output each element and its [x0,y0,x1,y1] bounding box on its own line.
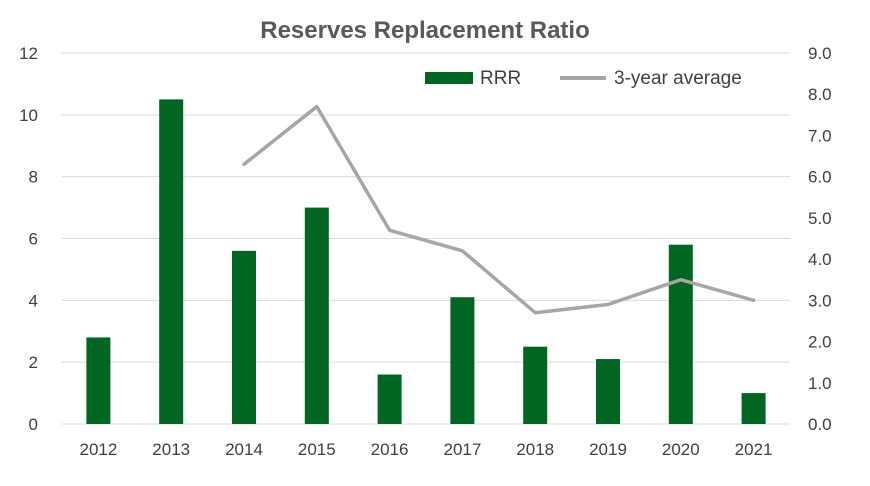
legend-swatch-rrr [425,72,473,84]
left-tick-label: 8 [29,168,38,187]
x-tick-label: 2014 [225,440,263,459]
bar-2018 [523,346,548,424]
x-tick-label: 2016 [371,440,409,459]
left-tick-label: 0 [29,415,38,434]
x-tick-label: 2013 [152,440,190,459]
bar-series-rrr [86,99,766,424]
legend: RRR 3-year average [425,68,742,89]
right-axis-ticks: 0.0 1.0 2.0 3.0 4.0 5.0 6.0 7.0 8.0 9.0 [808,44,832,434]
right-tick-label: 6.0 [808,168,832,187]
line-3-year-average [242,104,756,315]
left-tick-label: 2 [29,353,38,372]
x-tick-label: 2012 [79,440,117,459]
bar-2015 [304,207,329,424]
x-tick-label: 2019 [589,440,627,459]
right-tick-label: 5.0 [808,209,832,228]
gridlines [62,52,790,425]
right-tick-label: 8.0 [808,85,832,104]
line-series-3-year-average [242,104,756,315]
right-tick-label: 2.0 [808,333,832,352]
left-tick-label: 10 [19,106,38,125]
right-tick-label: 3.0 [808,291,832,310]
bar-2016 [377,374,402,424]
legend-label-rrr: RRR [480,68,521,89]
x-axis-ticks: 2012 2013 2014 2015 2016 2017 2018 2019 2020 2021 [79,440,772,459]
bar-2014 [232,250,256,424]
bar-2013 [159,99,184,424]
right-tick-label: 0.0 [808,415,832,434]
right-tick-label: 1.0 [808,374,832,393]
bar-2012 [86,337,111,424]
right-tick-label: 7.0 [808,126,832,145]
chart-title: Reserves Replacement Ratio [260,17,589,44]
right-tick-label: 4.0 [808,250,832,269]
legend-label-3-year-average: 3-year average [614,68,742,89]
x-tick-label: 2017 [443,440,481,459]
left-tick-label: 12 [19,44,38,63]
left-tick-label: 4 [29,291,38,310]
bar-2020 [668,244,693,424]
x-tick-label: 2015 [298,440,336,459]
left-axis-ticks: 0 2 4 6 8 10 12 [19,44,38,434]
bar-2021 [741,393,766,424]
x-tick-label: 2018 [516,440,554,459]
right-tick-label: 9.0 [808,44,832,63]
bar-2017 [450,297,475,424]
x-tick-label: 2021 [735,440,773,459]
bar-2019 [596,359,620,424]
left-tick-label: 6 [29,230,38,249]
x-tick-label: 2020 [662,440,700,459]
